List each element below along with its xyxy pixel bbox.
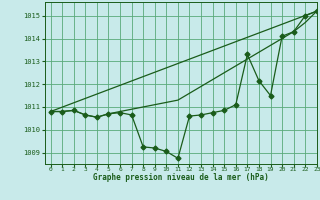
X-axis label: Graphe pression niveau de la mer (hPa): Graphe pression niveau de la mer (hPa) xyxy=(93,173,269,182)
